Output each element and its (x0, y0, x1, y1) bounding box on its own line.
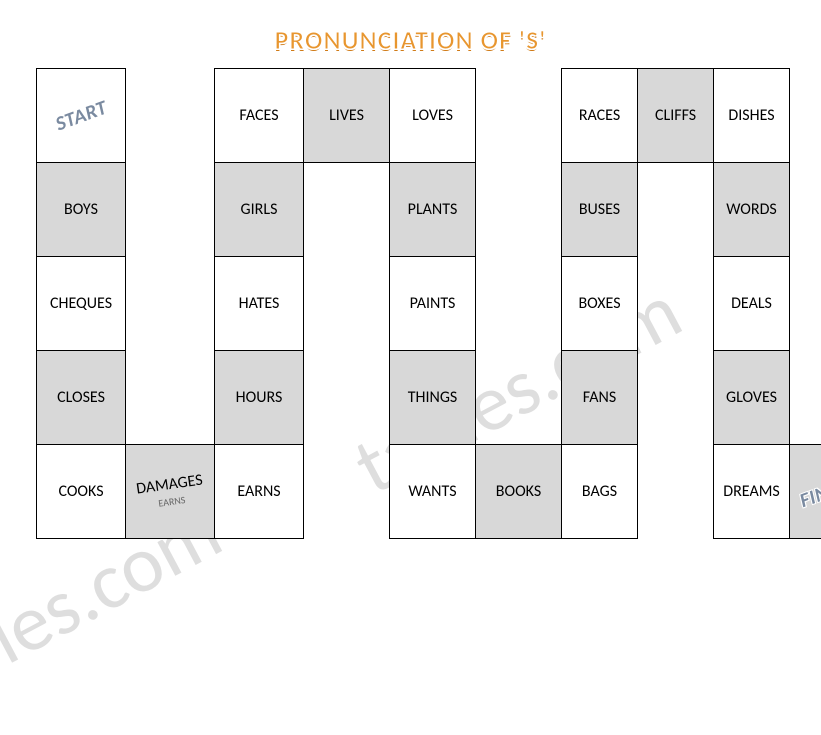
word-label: RACES (579, 106, 620, 125)
word-label: WORDS (726, 200, 777, 219)
word-label: GLOVES (726, 388, 777, 407)
word-label: LOVES (412, 106, 453, 125)
word-cell[interactable]: FACES (214, 68, 304, 163)
page-title: PRONUNCIATION OF 'S' (0, 24, 821, 56)
word-label: DREAMS (723, 482, 779, 501)
word-label: BOOKS (496, 482, 541, 501)
word-label: BOYS (64, 200, 98, 219)
word-label: PAINTS (410, 294, 456, 313)
word-cell[interactable]: CLIFFS (637, 68, 714, 163)
word-cell[interactable]: LIVES (303, 68, 390, 163)
word-label: CLIFFS (655, 106, 696, 125)
word-cell[interactable]: BOXES (561, 256, 638, 351)
word-label: CHEQUES (50, 294, 112, 313)
word-label: GIRLS (241, 200, 278, 219)
word-label: BOXES (578, 294, 620, 313)
word-cell[interactable]: RACES (561, 68, 638, 163)
word-label: BUSES (579, 200, 620, 219)
word-label: FANS (583, 388, 616, 407)
word-cell[interactable]: DISHES (713, 68, 790, 163)
word-sublabel: EARNS (157, 494, 185, 509)
word-cell[interactable]: COOKS (36, 444, 126, 539)
word-cell[interactable]: PLANTS (389, 162, 476, 257)
word-cell[interactable]: HOURS (214, 350, 304, 445)
word-cell[interactable]: GLOVES (713, 350, 790, 445)
word-label: EARNS (237, 482, 280, 501)
start-cell: START (36, 68, 126, 163)
word-label: DISHES (728, 106, 774, 125)
word-cell[interactable]: WORDS (713, 162, 790, 257)
finish-label: FINISH (796, 470, 821, 512)
word-cell[interactable]: EARNS (214, 444, 304, 539)
word-cell[interactable]: WANTS (389, 444, 476, 539)
word-cell[interactable]: PAINTS (389, 256, 476, 351)
word-cell[interactable]: BAGS (561, 444, 638, 539)
word-cell[interactable]: CLOSES (36, 350, 126, 445)
word-cell[interactable]: FANS (561, 350, 638, 445)
word-label: HOURS (236, 388, 283, 407)
word-cell[interactable]: HATES (214, 256, 304, 351)
word-label: LIVES (329, 106, 364, 125)
word-cell[interactable]: DAMAGESEARNS (125, 444, 215, 539)
word-label: CLOSES (57, 388, 105, 407)
word-cell[interactable]: GIRLS (214, 162, 304, 257)
word-label: COOKS (58, 482, 103, 501)
word-label: DEALS (731, 294, 772, 313)
word-label: FACES (239, 106, 278, 125)
start-label: START (52, 95, 110, 136)
word-label: PLANTS (408, 200, 458, 219)
word-cell[interactable]: BOYS (36, 162, 126, 257)
word-label: WANTS (408, 482, 456, 501)
word-cell[interactable]: BOOKS (475, 444, 562, 539)
word-cell[interactable]: DREAMS (713, 444, 790, 539)
word-cell[interactable]: CHEQUES (36, 256, 126, 351)
word-cell[interactable]: LOVES (389, 68, 476, 163)
word-cell[interactable]: BUSES (561, 162, 638, 257)
word-label: THINGS (408, 388, 458, 407)
word-label: BAGS (582, 482, 617, 501)
word-cell[interactable]: DEALS (713, 256, 790, 351)
word-cell[interactable]: THINGS (389, 350, 476, 445)
finish-cell: FINISH (789, 444, 821, 539)
word-label: HATES (239, 294, 280, 313)
